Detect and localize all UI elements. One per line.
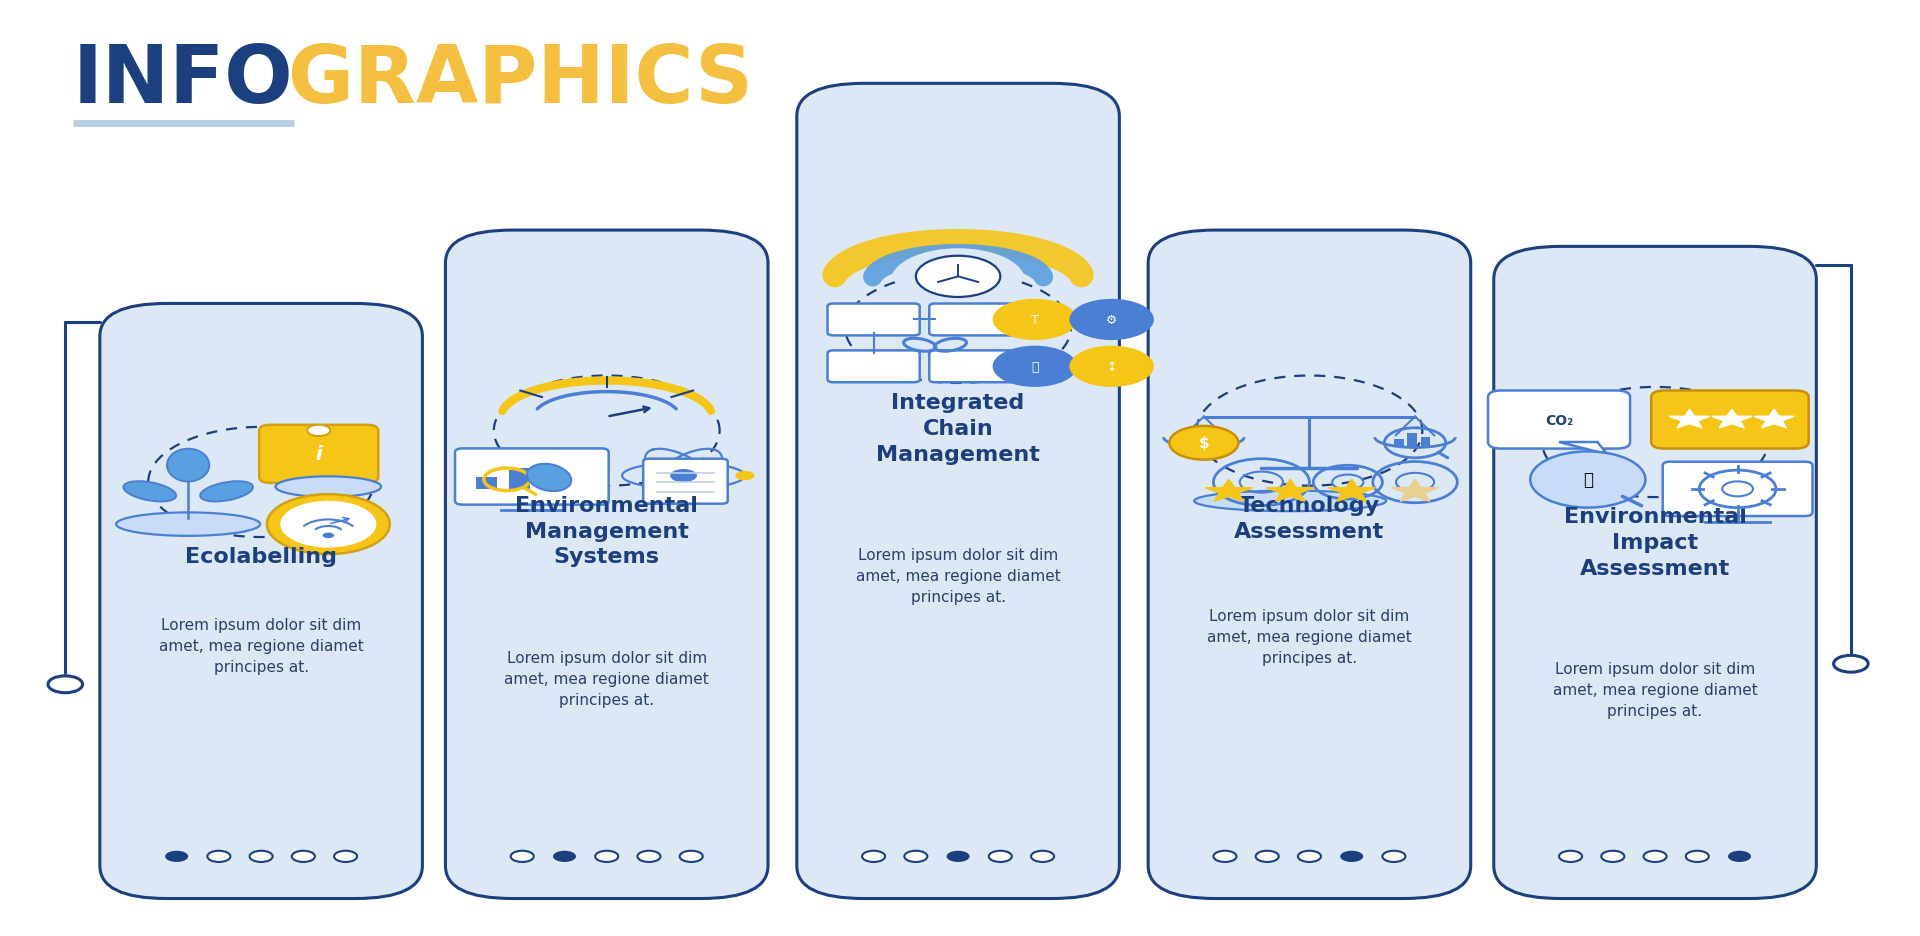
FancyBboxPatch shape [100,304,422,899]
Circle shape [989,851,1012,862]
Text: CO₂: CO₂ [1546,413,1572,427]
Polygon shape [1713,410,1751,429]
Text: ↕: ↕ [1106,360,1117,373]
Circle shape [207,851,230,862]
Text: Lorem ipsum dolor sit dim
amet, mea regione diamet
principes at.: Lorem ipsum dolor sit dim amet, mea regi… [505,650,708,707]
Circle shape [1728,851,1751,862]
Text: Lorem ipsum dolor sit dim
amet, mea regione diamet
principes at.: Lorem ipsum dolor sit dim amet, mea regi… [159,617,363,674]
Circle shape [323,533,334,538]
Ellipse shape [167,449,209,482]
Circle shape [553,851,576,862]
Circle shape [280,501,376,548]
Circle shape [334,851,357,862]
Text: i: i [315,445,323,464]
FancyBboxPatch shape [643,460,728,505]
FancyBboxPatch shape [1488,391,1630,449]
Ellipse shape [526,464,572,491]
Circle shape [680,851,703,862]
Ellipse shape [276,476,382,497]
Circle shape [1213,851,1236,862]
Circle shape [267,494,390,554]
Circle shape [292,851,315,862]
Circle shape [735,472,755,481]
Circle shape [904,851,927,862]
Circle shape [48,676,83,693]
Circle shape [916,256,1000,298]
Text: Technology
Assessment: Technology Assessment [1235,495,1384,541]
Wedge shape [891,249,1025,282]
FancyBboxPatch shape [929,304,1021,336]
Polygon shape [1267,480,1313,502]
Text: $: $ [1198,436,1210,451]
Ellipse shape [123,482,177,502]
Circle shape [637,851,660,862]
FancyBboxPatch shape [1494,247,1816,899]
Polygon shape [1206,480,1252,502]
Text: Ecolabelling: Ecolabelling [184,547,338,567]
FancyBboxPatch shape [445,231,768,899]
Circle shape [993,346,1077,388]
FancyBboxPatch shape [455,449,609,505]
Circle shape [1559,851,1582,862]
FancyBboxPatch shape [828,351,920,383]
Circle shape [165,851,188,862]
Circle shape [1256,851,1279,862]
Bar [1394,440,1404,447]
Circle shape [307,425,330,436]
FancyBboxPatch shape [1663,462,1812,517]
Ellipse shape [115,513,259,536]
Circle shape [595,851,618,862]
Polygon shape [1329,480,1375,502]
Circle shape [1382,851,1405,862]
FancyBboxPatch shape [1148,231,1471,899]
Text: Lorem ipsum dolor sit dim
amet, mea regione diamet
principes at.: Lorem ipsum dolor sit dim amet, mea regi… [856,548,1060,605]
Circle shape [1069,300,1154,341]
Circle shape [1601,851,1624,862]
Polygon shape [1392,480,1438,502]
Ellipse shape [1194,491,1386,512]
Text: Integrated
Chain
Management: Integrated Chain Management [876,393,1041,464]
FancyBboxPatch shape [259,425,378,483]
FancyBboxPatch shape [929,351,1021,383]
Circle shape [1644,851,1667,862]
Circle shape [862,851,885,862]
FancyBboxPatch shape [1651,391,1809,449]
Text: INFO: INFO [73,42,294,120]
Bar [509,469,530,490]
Text: 👣: 👣 [1582,471,1594,489]
Text: GRAPHICS: GRAPHICS [288,42,753,120]
Text: ⚙: ⚙ [1106,314,1117,327]
Circle shape [250,851,273,862]
Circle shape [1530,452,1645,508]
Bar [541,475,563,490]
Circle shape [670,470,697,483]
Text: Lorem ipsum dolor sit dim
amet, mea regione diamet
principes at.: Lorem ipsum dolor sit dim amet, mea regi… [1208,607,1411,665]
Circle shape [1834,655,1868,672]
Polygon shape [1670,410,1709,429]
Text: T: T [1031,314,1039,327]
Circle shape [1298,851,1321,862]
Circle shape [1031,851,1054,862]
Bar [1407,434,1417,447]
Circle shape [511,851,534,862]
Polygon shape [1755,410,1793,429]
Circle shape [947,851,970,862]
Circle shape [1686,851,1709,862]
Circle shape [993,300,1077,341]
FancyBboxPatch shape [828,304,920,336]
FancyBboxPatch shape [797,84,1119,899]
Text: Lorem ipsum dolor sit dim
amet, mea regione diamet
principes at.: Lorem ipsum dolor sit dim amet, mea regi… [1553,662,1757,718]
Circle shape [1069,346,1154,388]
Bar [476,478,497,490]
Bar [1421,438,1430,447]
Text: Environmental
Management
Systems: Environmental Management Systems [515,495,699,566]
Ellipse shape [200,482,253,502]
Polygon shape [1559,443,1607,455]
Text: 🗑: 🗑 [1031,360,1039,373]
Circle shape [1169,427,1238,461]
Circle shape [1340,851,1363,862]
Text: Environmental
Impact
Assessment: Environmental Impact Assessment [1563,507,1747,578]
